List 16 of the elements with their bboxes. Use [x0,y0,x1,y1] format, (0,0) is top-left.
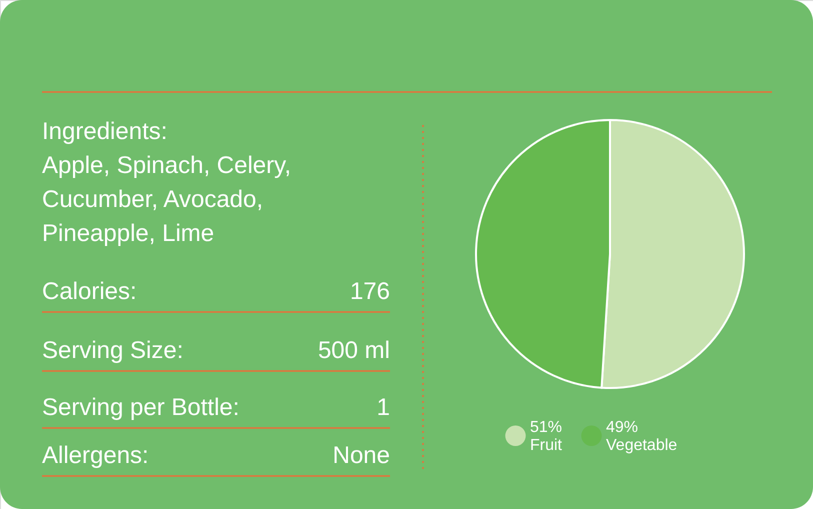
text: Serving per Bottle: [42,394,240,421]
legend-label: Vegetable [606,436,678,454]
text: Ingredients: [42,118,168,145]
text: Cucumber, Avocado, [42,186,264,213]
text: Pineapple, Lime [42,220,214,247]
text: 176 [350,278,390,305]
text: None [332,442,390,469]
text: Calories: [42,278,137,305]
text: Serving Size: [42,337,184,364]
text: 1 [376,394,390,421]
text: Apple, Spinach, Celery, [42,152,292,179]
text: 500 ml [318,337,390,364]
data-label: 49% [606,418,638,436]
data-label: 51% [530,418,562,436]
legend-label: Fruit [530,436,563,454]
text: Allergens: [42,442,149,469]
